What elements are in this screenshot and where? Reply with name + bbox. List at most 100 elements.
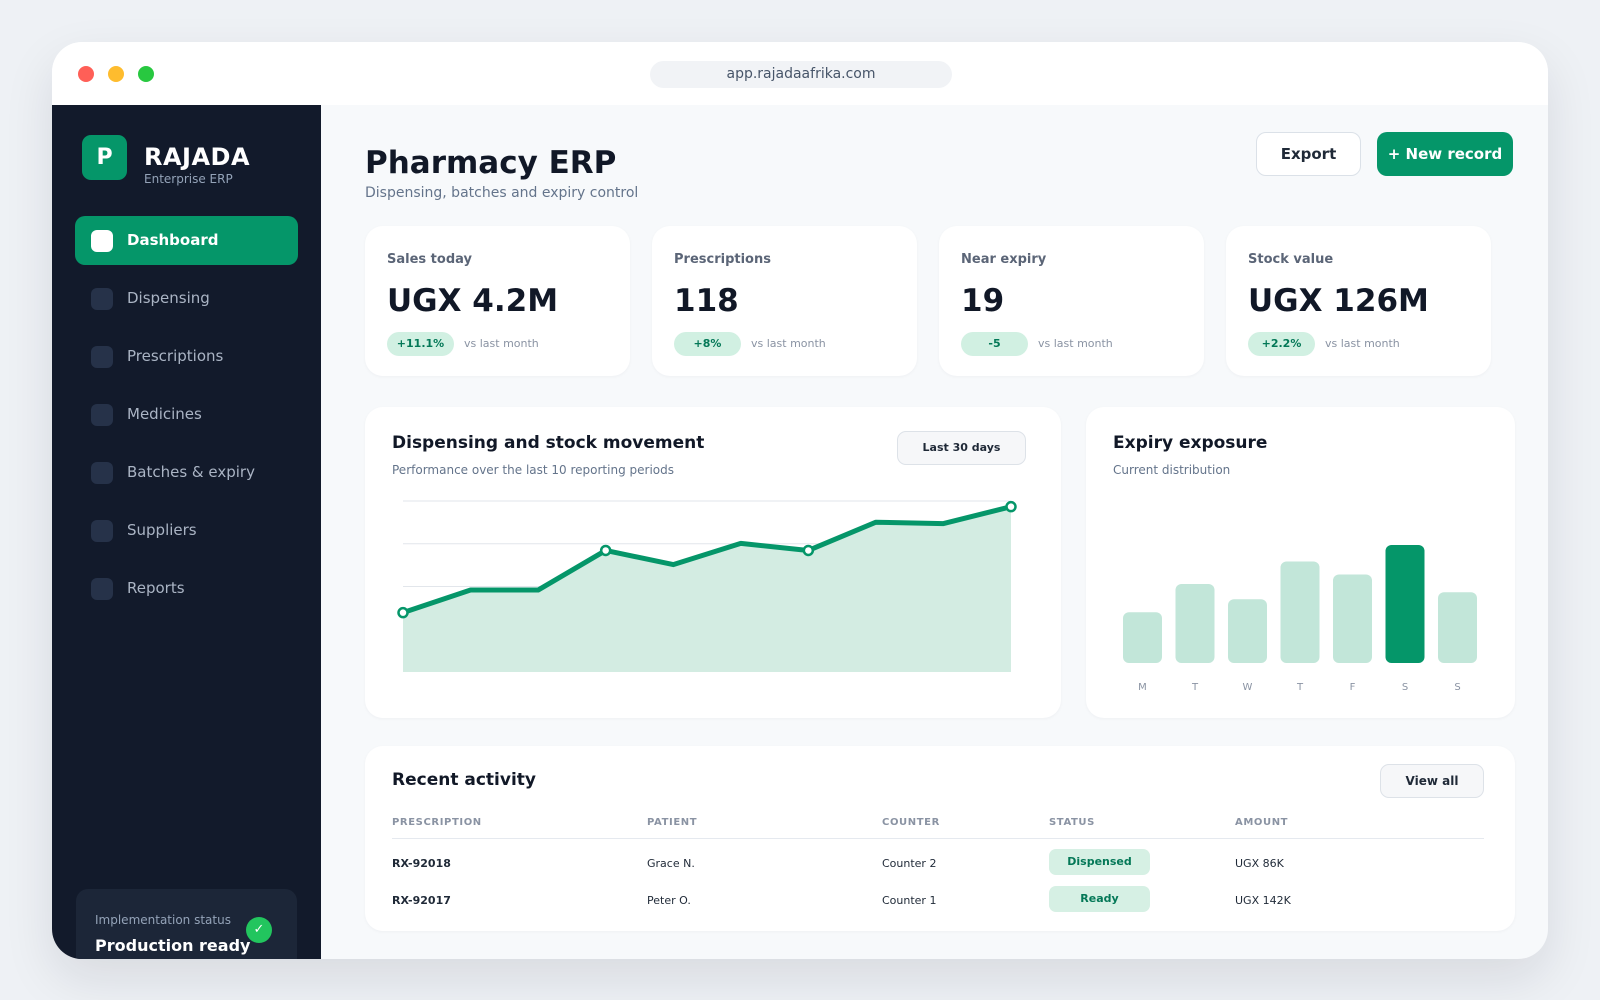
kpi-note: vs last month (1038, 337, 1113, 350)
close-window-dot[interactable] (78, 66, 94, 82)
bar (1385, 545, 1425, 663)
table-row[interactable]: RX-92018 Grace N. Counter 2 Dispensed UG… (365, 849, 1515, 879)
page-title: Pharmacy ERP (365, 145, 617, 181)
tick-label: S (1454, 682, 1460, 693)
dispensing-icon (91, 288, 113, 310)
sidebar-item-reports[interactable]: Reports (75, 564, 298, 613)
data-point (1005, 500, 1017, 513)
sidebar-nav: Dashboard Dispensing Prescriptions Medic… (75, 216, 298, 622)
brand-subtitle: Enterprise ERP (144, 172, 233, 186)
sidebar-item-medicines[interactable]: Medicines (75, 390, 298, 439)
export-button[interactable]: Export (1256, 132, 1361, 176)
bar (1228, 599, 1267, 663)
data-point (397, 606, 409, 619)
sidebar-item-label: Prescriptions (127, 347, 224, 365)
kpi-note: vs last month (1325, 337, 1400, 350)
data-point (802, 544, 815, 557)
expiry-chart-card: M T W T F S S Expiry exposure Current distribu… (1086, 407, 1515, 718)
sidebar-item-dispensing[interactable]: Dispensing (75, 274, 298, 323)
dashboard-icon (91, 230, 113, 252)
date-range-button[interactable]: Last 30 days (897, 431, 1026, 465)
kpi-delta-badge: +8% (674, 332, 741, 356)
tick-label: W (1243, 682, 1253, 693)
logo: P (82, 135, 127, 180)
counter-name: Counter 1 (882, 894, 937, 907)
bar (1280, 561, 1320, 663)
kpi-value: UGX 126M (1248, 283, 1429, 319)
table-header-divider (392, 838, 1484, 839)
series-line (400, 504, 1014, 616)
status-value: Production ready (95, 936, 251, 955)
medicines-icon (91, 404, 113, 426)
kpi-note: vs last month (751, 337, 826, 350)
kpi-label: Prescriptions (674, 252, 771, 267)
prescription-id: RX-92017 (392, 894, 451, 907)
page-subtitle: Dispensing, batches and expiry control (365, 185, 639, 201)
activity-title: Recent activity (392, 770, 536, 790)
sidebar-item-label: Dashboard (127, 231, 219, 249)
column-header-prescription[interactable]: PRESCRIPTION (392, 817, 482, 828)
status-badge: Ready (1049, 886, 1150, 912)
reports-icon (91, 578, 113, 600)
counter-name: Counter 2 (882, 857, 937, 870)
main-content: Pharmacy ERP Dispensing, batches and exp… (321, 105, 1548, 959)
kpi-delta-badge: -5 (961, 332, 1028, 356)
tick-label: T (1191, 682, 1199, 693)
bar (1123, 612, 1162, 663)
prescription-id: RX-92018 (392, 857, 451, 870)
kpi-card-prescriptions: Prescriptions 118 +8% vs last month (652, 226, 917, 376)
new-record-button[interactable]: + New record (1377, 132, 1513, 176)
kpi-label: Stock value (1248, 252, 1334, 267)
sidebar-item-prescriptions[interactable]: Prescriptions (75, 332, 298, 381)
tick-label: F (1350, 682, 1356, 693)
movement-chart-card: Dispensing and stock movement Performanc… (365, 407, 1061, 718)
maximize-window-dot[interactable] (138, 66, 154, 82)
patient-name: Peter O. (647, 894, 691, 907)
kpi-value: UGX 4.2M (387, 283, 559, 319)
address-bar[interactable]: app.rajadaafrika.com (650, 61, 952, 88)
sidebar-item-batches-expiry[interactable]: Batches & expiry (75, 448, 298, 497)
tick-label: T (1296, 682, 1304, 693)
kpi-note: vs last month (464, 337, 539, 350)
sidebar-item-label: Reports (127, 579, 185, 597)
data-point (599, 544, 612, 557)
table-row[interactable]: RX-92017 Peter O. Counter 1 Ready UGX 14… (365, 886, 1515, 916)
minimize-window-dot[interactable] (108, 66, 124, 82)
status-badge: Dispensed (1049, 849, 1150, 875)
chart-title: Dispensing and stock movement (392, 433, 705, 453)
tick-label: S (1402, 682, 1408, 693)
sidebar-item-label: Dispensing (127, 289, 210, 307)
kpi-value: 118 (674, 283, 739, 319)
brand-name: RAJADA (144, 143, 251, 171)
column-header-patient[interactable]: PATIENT (647, 817, 698, 828)
kpi-card-sales: Sales today UGX 4.2M +11.1% vs last mont… (365, 226, 630, 376)
chart-subtitle: Performance over the last 10 reporting p… (392, 463, 674, 477)
kpi-value: 19 (961, 283, 1005, 319)
bar (1438, 592, 1477, 663)
sidebar: P RAJADA Enterprise ERP Dashboard Dispen… (52, 105, 321, 959)
tick-label: M (1138, 682, 1147, 693)
prescriptions-icon (91, 346, 113, 368)
column-header-counter[interactable]: COUNTER (882, 817, 940, 828)
check-icon: ✓ (246, 917, 272, 943)
chart-subtitle: Current distribution (1113, 463, 1231, 477)
kpi-card-near-expiry: Near expiry 19 -5 vs last month (939, 226, 1204, 376)
sidebar-item-dashboard[interactable]: Dashboard (75, 216, 298, 265)
recent-activity-card: Recent activity View all PRESCRIPTION PA… (365, 746, 1515, 931)
amount: UGX 142K (1235, 894, 1291, 907)
kpi-label: Sales today (387, 252, 472, 267)
view-all-button[interactable]: View all (1380, 764, 1484, 798)
column-header-status[interactable]: STATUS (1049, 817, 1095, 828)
kpi-label: Near expiry (961, 252, 1047, 267)
kpi-delta-badge: +11.1% (387, 332, 454, 356)
sidebar-item-suppliers[interactable]: Suppliers (75, 506, 298, 555)
implementation-status-card: Implementation status Production ready ✓ (76, 889, 297, 959)
bar (1175, 583, 1215, 663)
bar (1333, 574, 1372, 663)
series-area (403, 506, 1011, 672)
suppliers-icon (91, 520, 113, 542)
column-header-amount[interactable]: AMOUNT (1235, 817, 1289, 828)
app-window: app.rajadaafrika.com P RAJADA Enterprise… (52, 42, 1548, 959)
chart-title: Expiry exposure (1113, 433, 1268, 453)
